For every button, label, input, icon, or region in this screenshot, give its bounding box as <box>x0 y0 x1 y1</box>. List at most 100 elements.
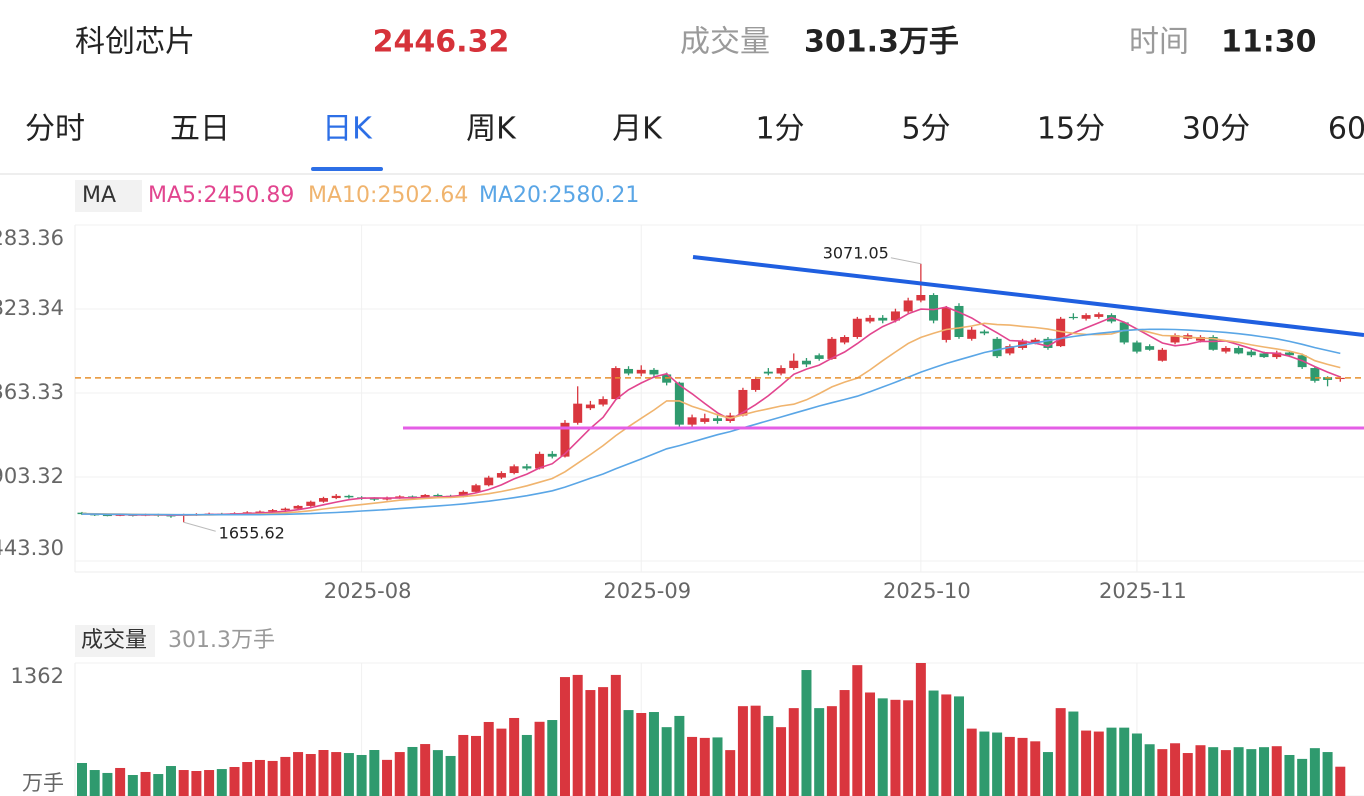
volume-bar <box>140 771 151 796</box>
volume-bar <box>610 674 621 796</box>
volume-bar <box>572 674 583 796</box>
volume-bar <box>1309 748 1320 796</box>
tab[interactable]: 日K <box>322 112 373 147</box>
volume-bar <box>509 717 520 796</box>
candle-body <box>1284 352 1294 356</box>
volume-bar <box>1030 741 1041 796</box>
candle-body <box>941 307 951 340</box>
ma-line <box>81 322 1341 516</box>
volume-bar <box>661 727 672 796</box>
volume-bar <box>559 677 570 796</box>
candle-body <box>395 496 405 498</box>
candle-body <box>1081 315 1091 319</box>
candle-body <box>1018 340 1028 348</box>
low-label: 1655.62 <box>219 524 285 543</box>
volume-bar <box>826 706 837 796</box>
candle-body <box>649 369 659 375</box>
tab[interactable]: 月K <box>612 112 663 147</box>
volume-bar <box>102 772 113 796</box>
tab[interactable]: 五日 <box>170 112 230 147</box>
volume-bar <box>293 752 304 796</box>
candle-body <box>522 466 532 469</box>
volume-bar <box>1119 727 1130 796</box>
ma-line <box>81 306 1341 516</box>
volume-bar <box>814 708 825 796</box>
volume-bar <box>648 712 659 796</box>
indicator-box <box>75 180 142 212</box>
volume-bar <box>699 737 710 796</box>
y-tick-label: 2823.34 <box>0 296 64 320</box>
volume-bar <box>1055 708 1066 796</box>
candle-body <box>979 331 989 334</box>
candle-body <box>890 311 900 321</box>
candle-body <box>509 466 519 474</box>
tab[interactable]: 5分 <box>901 112 950 147</box>
candle-body <box>1056 318 1066 347</box>
price: 2446.32 <box>373 25 510 60</box>
volume-bar <box>1284 754 1295 796</box>
candle-body <box>789 360 799 369</box>
volume-bar <box>1208 747 1219 796</box>
candle-body <box>1145 346 1155 350</box>
volume-bar <box>229 766 240 796</box>
tab[interactable]: 60分 <box>1328 112 1364 147</box>
tab[interactable]: 30分 <box>1182 112 1250 147</box>
volume-bar <box>165 766 176 796</box>
volume-bar <box>343 753 354 796</box>
volume-bar <box>1220 750 1231 796</box>
volume-bar <box>1017 737 1028 796</box>
volume-bar <box>1170 743 1181 796</box>
candle-body <box>535 453 545 469</box>
candle-body <box>624 368 634 374</box>
stock-name: 科创芯片 <box>75 25 195 60</box>
volume-bar <box>750 705 761 796</box>
volume: 301.3万手 <box>804 25 959 60</box>
volume-bar <box>1081 730 1092 796</box>
volume-bar <box>89 770 100 796</box>
tab[interactable]: 15分 <box>1037 112 1105 147</box>
volume-bar <box>356 754 367 796</box>
candle-body <box>1043 338 1053 348</box>
candle-body <box>560 422 570 457</box>
candle-body <box>1259 353 1269 358</box>
tab[interactable]: 分时 <box>25 112 85 147</box>
candle-body <box>331 495 341 499</box>
candle-body <box>636 369 646 374</box>
volume-bar <box>382 759 393 796</box>
y-tick-label: 1903.32 <box>0 464 64 488</box>
volume-bar <box>1042 752 1053 796</box>
candle-body <box>268 510 278 512</box>
candle-body <box>458 491 468 497</box>
volume-bar <box>242 762 253 796</box>
x-tick-label: 2025-08 <box>324 579 412 603</box>
y-tick-label: 2363.33 <box>0 380 64 404</box>
candle-body <box>1310 368 1320 381</box>
candle-body <box>1157 349 1167 361</box>
low-leader <box>183 521 216 532</box>
volume-bar <box>407 746 418 796</box>
volume-bar <box>1195 745 1206 796</box>
candle-body <box>1221 347 1231 352</box>
volume-bar <box>1068 711 1079 796</box>
high-label: 3071.05 <box>823 243 889 262</box>
volume-bar <box>839 690 850 796</box>
candle-body <box>751 378 761 390</box>
volume-bar <box>77 762 87 796</box>
tab[interactable]: 1分 <box>755 112 804 147</box>
tab[interactable]: 周K <box>466 112 517 147</box>
volume-bar <box>471 735 482 796</box>
volume-bar <box>267 760 278 796</box>
volume-bar <box>115 767 126 796</box>
volume-bar <box>890 699 901 796</box>
volume-bar <box>903 700 914 796</box>
ma-line <box>82 328 1341 516</box>
x-tick-label: 2025-09 <box>603 579 691 603</box>
volume-bar <box>776 727 787 796</box>
candle-body <box>801 360 811 365</box>
volume-bar <box>534 721 545 796</box>
y-tick-label: 3283.36 <box>0 226 64 250</box>
high-leader <box>890 257 921 265</box>
candle-body <box>738 389 748 416</box>
